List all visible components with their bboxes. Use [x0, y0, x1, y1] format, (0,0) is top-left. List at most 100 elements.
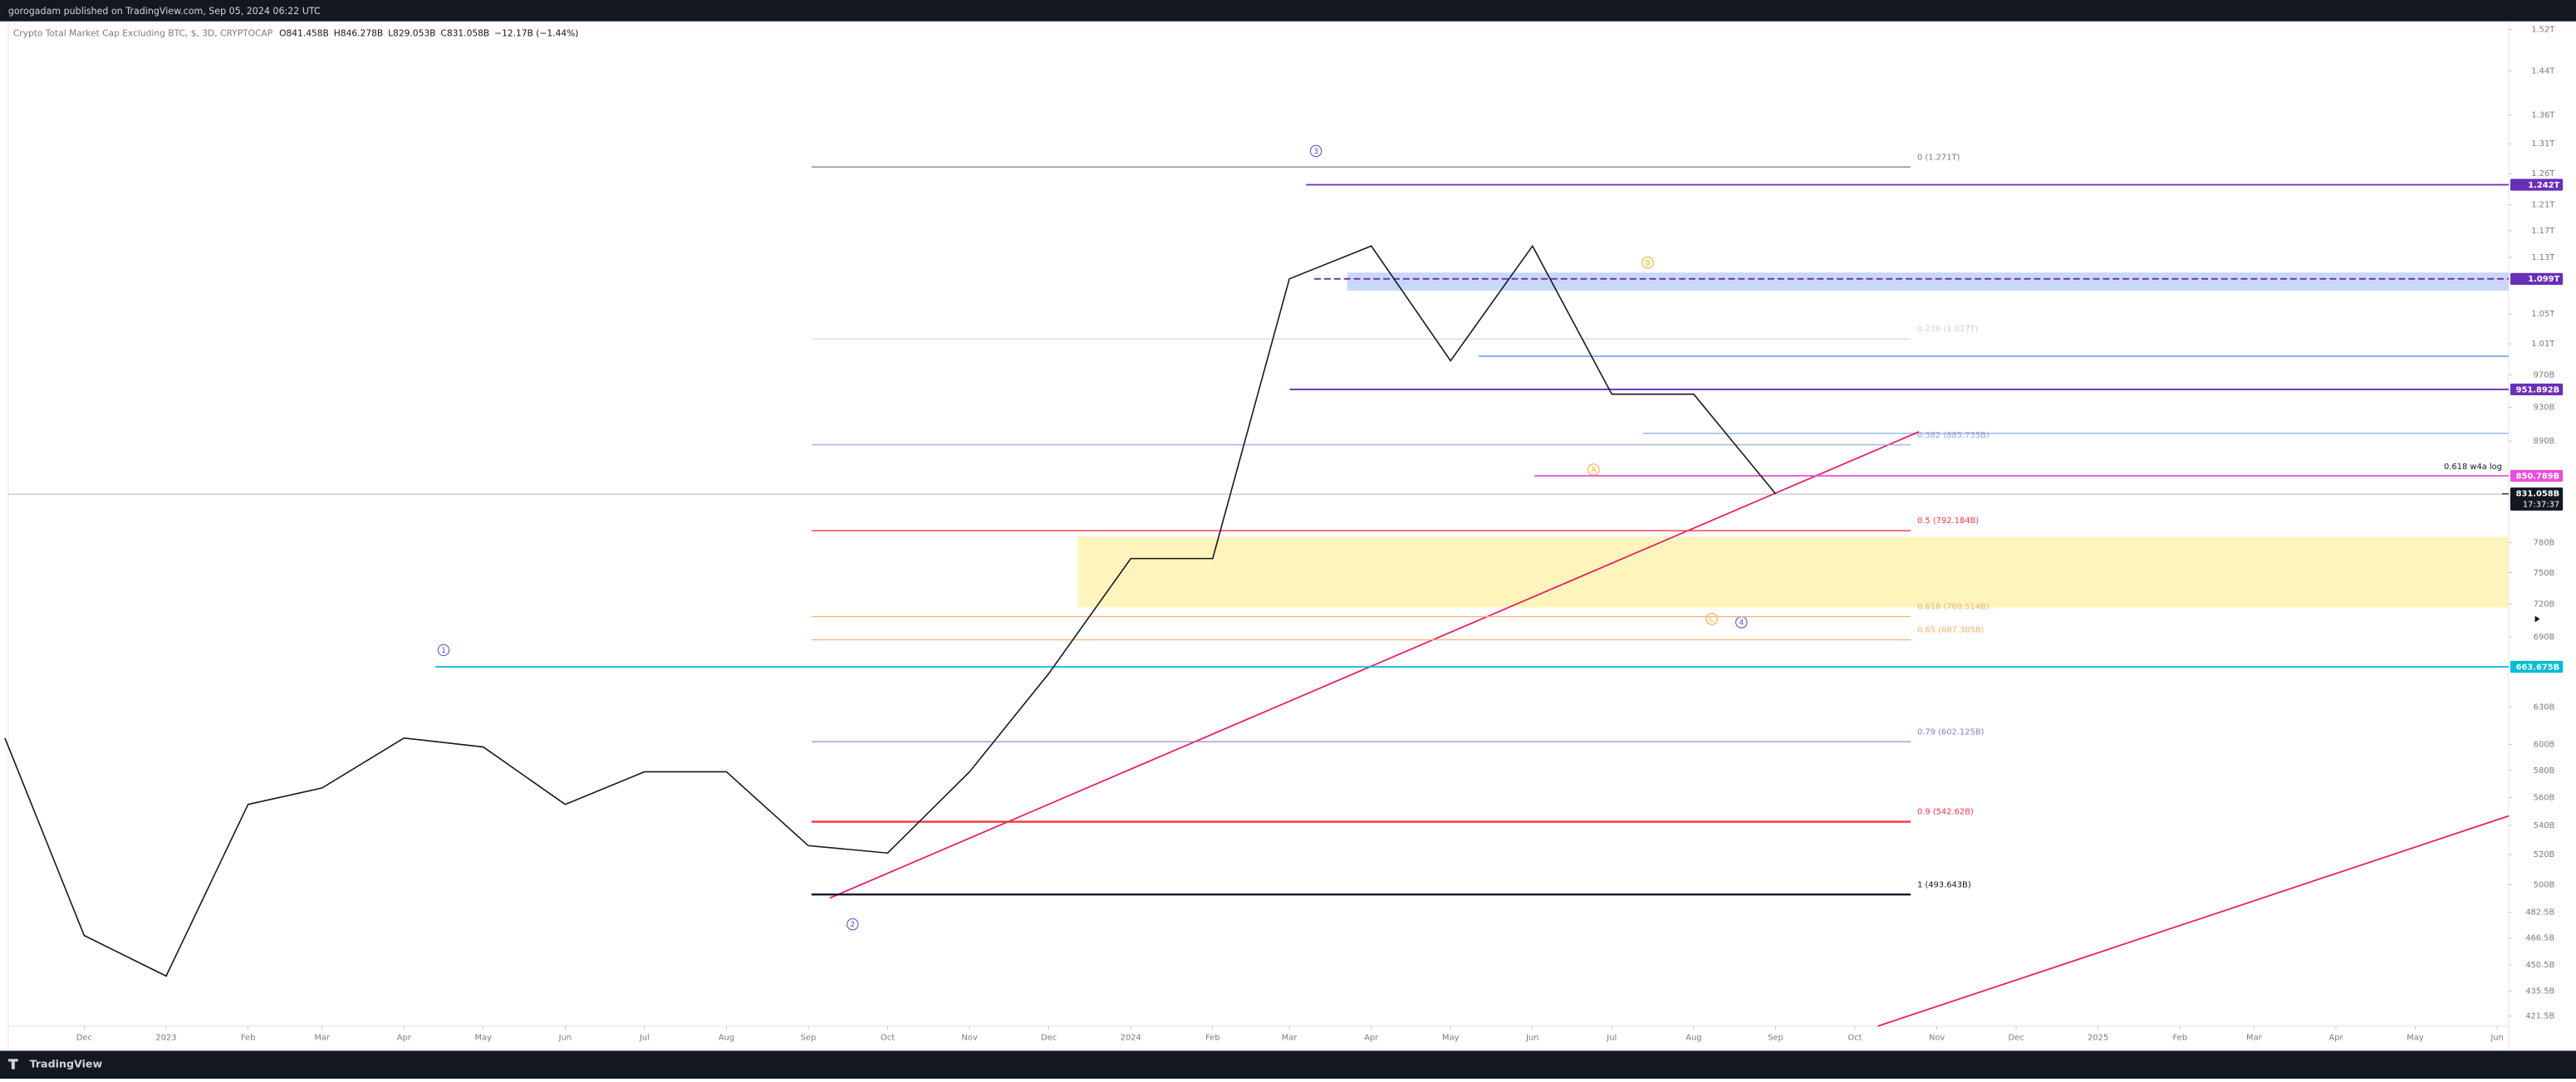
x-tick-label: Aug: [1685, 1034, 1701, 1043]
footer-logo: [7, 1059, 18, 1070]
price-label-box: [2510, 660, 2564, 673]
x-tick-label: Jun: [558, 1034, 572, 1043]
x-tick-label: Dec: [1041, 1034, 1057, 1043]
y-tick-label: 450.5B: [2525, 961, 2554, 970]
fib-label: 0.236 (1.017T): [1917, 325, 1978, 334]
x-tick-label: Jun: [1525, 1034, 1538, 1043]
x-tick-label: Oct: [881, 1034, 895, 1043]
wave-label: C: [1710, 615, 1715, 624]
y-tick-label: 520B: [2534, 850, 2555, 859]
wave-label: 4: [1739, 619, 1744, 627]
y-tick-label: 560B: [2534, 793, 2555, 802]
zone: [1077, 536, 2509, 608]
drawings: [7, 272, 2510, 1027]
price-label: 663.675B: [2516, 663, 2560, 672]
ohlc-value: O841.458B: [279, 28, 329, 39]
fib-label: 0.79 (602.125B): [1917, 727, 1984, 737]
price-line-series: [4, 244, 1777, 977]
scroll-marker: [2534, 615, 2540, 623]
y-tick-label: 1.17T: [2531, 227, 2555, 236]
x-tick-label: 2024: [1121, 1034, 1141, 1043]
x-tick-label: Nov: [962, 1034, 978, 1043]
trend-line: [1877, 815, 2510, 1027]
x-tick-label: May: [1442, 1034, 1460, 1043]
price-label-box: [2510, 469, 2564, 482]
ohlc-value: C831.058B: [440, 28, 489, 39]
x-tick-label: Feb: [1205, 1034, 1219, 1043]
last-price-label: 831.058B: [2516, 490, 2560, 499]
y-tick-label: 630B: [2534, 703, 2555, 712]
x-tick-label: Mar: [1282, 1034, 1298, 1043]
y-tick-label: 421.5B: [2525, 1012, 2554, 1021]
y-tick-label: 890B: [2534, 437, 2555, 446]
x-tick-label: Feb: [241, 1034, 255, 1043]
x-tick-label: Jun: [2490, 1034, 2503, 1043]
wave-label: 1: [441, 647, 446, 655]
y-tick-label: 482.5B: [2525, 908, 2554, 917]
y-tick-label: 600B: [2534, 740, 2555, 749]
wave-marker: [437, 644, 450, 657]
fib-label: 0.65 (687.385B): [1917, 626, 1984, 635]
ohlc-value: −12.17B (−1.44%): [494, 28, 578, 39]
top-bar: [0, 0, 2576, 22]
symbol-title: Crypto Total Market Cap Excluding BTC, $…: [13, 28, 273, 39]
wave-label: B: [1646, 259, 1651, 267]
y-tick-label: 540B: [2534, 821, 2555, 830]
trend-line: [829, 431, 1920, 899]
x-tick-label: Nov: [1929, 1034, 1945, 1043]
zone: [1347, 272, 2509, 291]
ohlc-value: L829.053B: [388, 28, 435, 39]
x-tick-label: Mar: [314, 1034, 331, 1043]
x-tick-label: Oct: [1847, 1034, 1862, 1043]
x-tick-label: Sep: [801, 1034, 817, 1043]
wave-marker: [1641, 257, 1654, 269]
x-tick-label: Feb: [2173, 1034, 2187, 1043]
y-tick-label: 466.5B: [2525, 934, 2554, 943]
header: gorogadam published on TradingView.com, …: [8, 6, 321, 17]
y-tick-label: 750B: [2534, 569, 2555, 578]
fib-label: 1 (493.643B): [1917, 880, 1971, 889]
x-tick-label: Apr: [1364, 1034, 1379, 1043]
fib-label: 0 (1.271T): [1917, 153, 1960, 162]
y-tick-label: 435.5B: [2525, 987, 2554, 996]
price-label-box: [2510, 272, 2564, 285]
footer: TradingView: [30, 1058, 103, 1070]
price-label: 1.099T: [2528, 275, 2559, 284]
x-tick-label: Dec: [76, 1034, 92, 1043]
y-tick-label: 1.36T: [2531, 110, 2555, 120]
x-tick-label: Mar: [2246, 1034, 2263, 1043]
x-tick-label: Apr: [2328, 1034, 2343, 1043]
y-tick-label: 690B: [2534, 633, 2555, 642]
x-tick-label: Jul: [639, 1034, 650, 1043]
y-tick-label: 500B: [2534, 880, 2555, 889]
fib-label: 0.9 (542.62B): [1917, 808, 1974, 817]
fib-label: 0.618 (708.514B): [1917, 603, 1990, 612]
x-tick-label: May: [2407, 1034, 2424, 1043]
wave-marker: [1705, 613, 1718, 625]
y-tick-label: 1.44T: [2531, 66, 2555, 76]
wave-label: 2: [851, 921, 856, 929]
x-tick-label: Dec: [2008, 1034, 2024, 1043]
fib-label: 0.5 (792.184B): [1917, 517, 1979, 526]
x-tick-label: Sep: [1768, 1034, 1784, 1043]
ohlc-value: H846.278B: [334, 28, 383, 39]
y-tick-label: 1.05T: [2531, 310, 2555, 319]
y-tick-label: 1.52T: [2531, 25, 2555, 34]
bottom-bar: [0, 1050, 2576, 1079]
countdown: 17:37:37: [2523, 501, 2559, 510]
last-price-box: [2510, 487, 2564, 511]
price-label: 850.789B: [2516, 472, 2560, 481]
y-tick-label: 970B: [2534, 370, 2555, 379]
y-tick-label: 1.26T: [2531, 169, 2555, 179]
y-tick-label: 930B: [2534, 403, 2555, 412]
price-label-box: [2510, 383, 2564, 396]
x-tick-label: Jul: [1606, 1034, 1617, 1043]
wave-marker: [846, 918, 859, 931]
wave-label: 3: [1313, 148, 1318, 156]
price-line-note: 0.618 w4a log: [2444, 463, 2502, 472]
price-label: 951.892B: [2516, 385, 2560, 394]
wave-label: A: [1591, 467, 1596, 475]
x-tick-label: 2023: [155, 1034, 176, 1043]
